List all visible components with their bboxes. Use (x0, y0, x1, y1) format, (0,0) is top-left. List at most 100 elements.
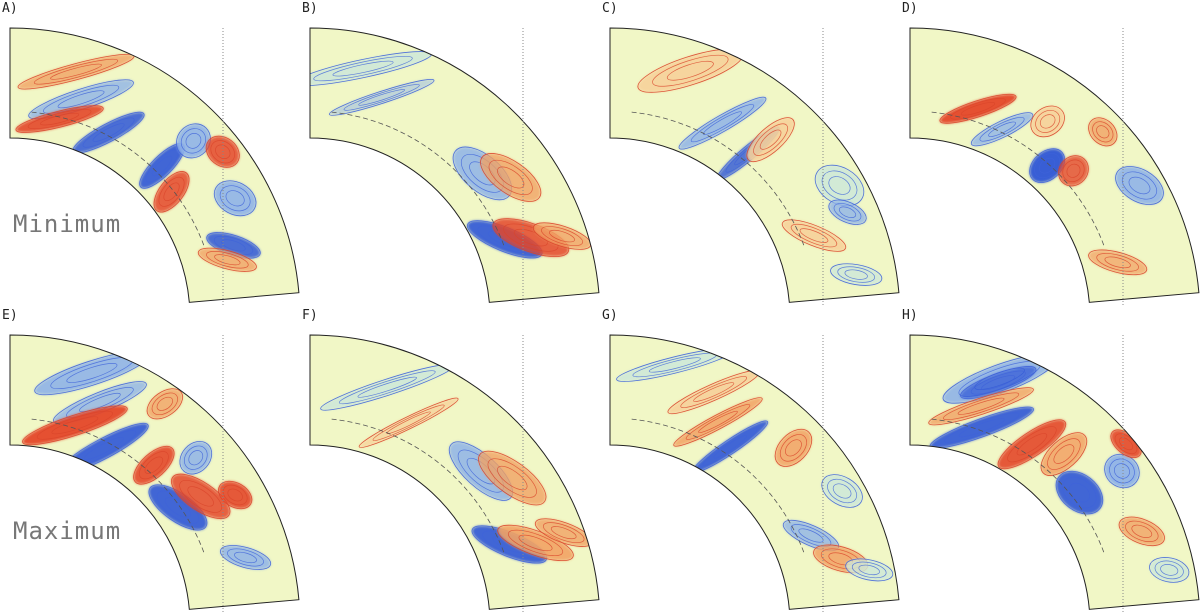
contour-line (781, 219, 847, 252)
contour-blob (971, 112, 1033, 146)
contour-line (183, 445, 208, 470)
panel-e: E) (2, 308, 300, 612)
dashed-boundary (331, 418, 505, 555)
contour-blob (1041, 432, 1087, 476)
contour-line (1007, 426, 1057, 463)
contour-line (542, 522, 585, 544)
contour-line (960, 366, 1037, 400)
contour-blob (171, 474, 230, 519)
contour-line (844, 269, 868, 280)
contour-blob (533, 222, 591, 250)
contour-blob (783, 520, 839, 551)
annulus-outline (909, 27, 1200, 303)
contour-line (197, 247, 257, 272)
contour-line (790, 223, 838, 248)
contour-line (685, 404, 751, 440)
contour-line (1047, 438, 1081, 470)
contour-blob (1056, 471, 1103, 515)
contour-line (698, 410, 738, 433)
contour-blob (928, 387, 1034, 425)
contour-line (151, 155, 173, 177)
contour-line (939, 93, 1017, 124)
contour-line (958, 418, 1005, 438)
contour-blob (176, 123, 211, 158)
contour-blob (960, 366, 1036, 399)
panel-h: H) (902, 308, 1200, 612)
contour-line (82, 117, 135, 148)
contour-line (814, 164, 865, 207)
contour-line (358, 89, 406, 106)
contour-line (33, 58, 119, 85)
contour-line (652, 54, 729, 87)
contour-blob (73, 112, 145, 153)
contour-line (1040, 432, 1088, 476)
contour-line (214, 254, 241, 266)
contour-blob (782, 219, 846, 252)
contour-line (158, 176, 185, 207)
contour-line (145, 149, 179, 183)
contour-line (673, 397, 763, 447)
contour-line (1121, 171, 1158, 200)
contour-blob (198, 248, 257, 272)
contour-line (179, 479, 223, 513)
contour-blob (1104, 454, 1140, 488)
contour-blob (359, 398, 459, 448)
contour-line (774, 428, 813, 467)
contour-blob (1119, 517, 1165, 546)
contour-line (678, 96, 767, 150)
contour-line (759, 129, 782, 150)
contour-line (480, 153, 542, 202)
annulus-outline (9, 334, 300, 610)
contour-line (950, 97, 1006, 120)
contour-line (828, 199, 867, 225)
contour-line (746, 117, 795, 163)
contour-line (1096, 125, 1110, 139)
contour-line (488, 159, 533, 196)
contour-line (153, 171, 190, 213)
contour-line (372, 404, 445, 441)
contour-line (213, 180, 257, 217)
panel-a: A) (2, 1, 300, 305)
contour-line (215, 144, 231, 160)
contour-blob (478, 451, 546, 505)
dashed-boundary (931, 418, 1105, 555)
contour-line (1088, 249, 1148, 276)
contour-blob (220, 545, 271, 570)
contour-line (357, 376, 417, 398)
contour-line (944, 412, 1020, 443)
contour-line (1113, 463, 1130, 479)
contour-blob (1088, 117, 1117, 146)
contour-line (497, 524, 574, 562)
contour-blob (930, 407, 1034, 449)
contour-line (799, 228, 829, 243)
contour-line (928, 387, 1034, 426)
panel-label: H) (902, 308, 918, 323)
contour-line (187, 486, 214, 507)
contour-line (821, 170, 858, 201)
contour-line (790, 524, 832, 547)
contour-blob (133, 446, 175, 485)
row-label-minimum: Minimum (13, 210, 121, 238)
contour-line (827, 478, 858, 504)
contour-blob (53, 381, 147, 424)
panel-label: E) (2, 308, 18, 323)
dashed-boundary (31, 111, 205, 248)
panel-d: D) (902, 1, 1200, 305)
contour-line (163, 182, 180, 202)
contour-line (997, 419, 1067, 470)
contour-line (833, 203, 862, 222)
panel-label: C) (602, 1, 618, 16)
contour-line (981, 375, 1016, 390)
contour-blob (1088, 249, 1147, 275)
contour-line (358, 397, 459, 448)
contour-line (693, 382, 735, 402)
contour-line (1039, 157, 1056, 174)
contour-blob (1115, 166, 1164, 205)
contour-line (798, 528, 824, 543)
contour-line (753, 123, 789, 156)
contour-line (713, 435, 748, 459)
contour-blob (206, 232, 261, 259)
annulus-outline (909, 334, 1200, 610)
contour-line (830, 263, 883, 286)
